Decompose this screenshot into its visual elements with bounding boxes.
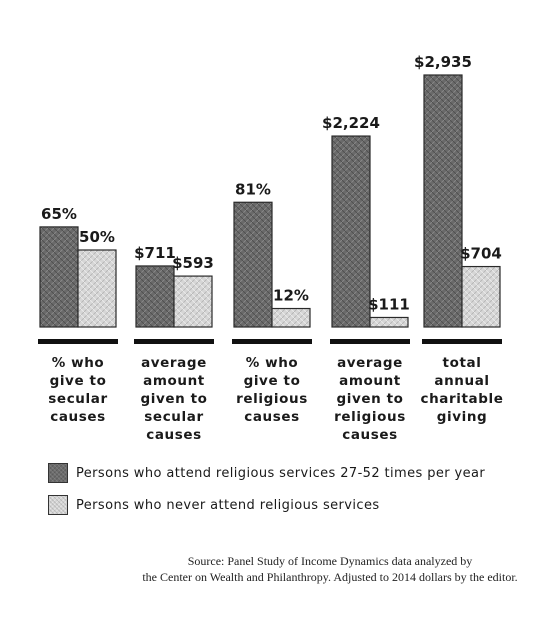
legend-swatch-attenders	[48, 463, 68, 483]
group-rule-4	[422, 339, 502, 344]
value-label-never-attend-3: $111	[368, 295, 410, 313]
bar-never-attend-4	[461, 265, 501, 328]
legend-label-attenders: Persons who attend religious services 27…	[76, 465, 486, 481]
chart: 65%50% $711$593 81% 12% $2,224 $111 $2,935 $704	[38, 53, 502, 344]
legend-swatch-never-attend	[48, 495, 68, 515]
group-rule-1	[134, 339, 214, 344]
bar-attenders-0	[39, 226, 79, 328]
legend-item-never-attend: Persons who never attend religious servi…	[48, 494, 485, 516]
value-label-attenders-4: $2,935	[414, 53, 472, 71]
source-note: Source: Panel Study of Income Dynamics d…	[120, 553, 540, 585]
source-line-2: the Center on Wealth and Philanthropy. A…	[142, 570, 518, 584]
legend: Persons who attend religious services 27…	[48, 462, 485, 526]
bar-never-attend-1	[173, 275, 213, 328]
value-label-never-attend-0: 50%	[79, 228, 115, 246]
bar-never-attend-3	[369, 316, 409, 328]
category-label-4: total annual charitable giving	[420, 355, 504, 425]
value-label-attenders-3: $2,224	[322, 114, 380, 132]
value-label-never-attend-2: 12%	[273, 287, 309, 305]
value-label-never-attend-4: $704	[460, 245, 502, 263]
category-label-3: average amount given to religious causes	[334, 355, 406, 443]
value-label-attenders-0: 65%	[41, 205, 77, 223]
bar-attenders-3	[331, 135, 371, 328]
group-rule-2	[232, 339, 312, 344]
bar-attenders-1	[135, 265, 175, 328]
bar-attenders-4	[423, 74, 463, 328]
source-line-1: Source: Panel Study of Income Dynamics d…	[187, 554, 473, 568]
value-label-never-attend-1: $593	[172, 254, 214, 272]
value-label-attenders-1: $711	[134, 244, 176, 262]
category-label-1: average amount given to secular causes	[140, 355, 208, 443]
bar-attenders-2	[233, 201, 273, 328]
category-label-0: % who give to secular causes	[48, 355, 108, 425]
bar-never-attend-0	[77, 249, 117, 328]
value-label-attenders-2: 81%	[235, 180, 271, 198]
category-label-2: % who give to religious causes	[236, 355, 308, 425]
group-rule-3	[330, 339, 410, 344]
legend-label-never-attend: Persons who never attend religious servi…	[76, 497, 380, 513]
legend-item-attenders: Persons who attend religious services 27…	[48, 462, 485, 484]
group-rule-0	[38, 339, 118, 344]
bar-never-attend-2	[271, 307, 311, 328]
